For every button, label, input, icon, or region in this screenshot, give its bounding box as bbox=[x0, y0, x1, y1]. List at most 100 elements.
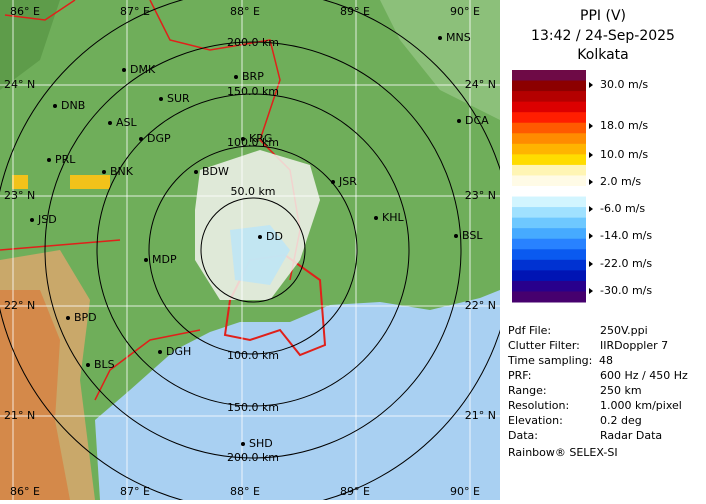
legend-swatch bbox=[512, 259, 586, 271]
info-value: 1.000 km/pixel bbox=[600, 399, 682, 412]
legend-swatch bbox=[512, 228, 586, 240]
range-label: 100.0 km bbox=[227, 349, 279, 362]
radar-echo-west bbox=[12, 175, 28, 189]
lon-label: 89° E bbox=[340, 485, 370, 498]
panel-title: PPI (V) bbox=[580, 8, 626, 24]
map: 86° E 87° E 88° E 89° E 90° E 86° E 87° E 88° E… bbox=[0, 0, 514, 504]
info-key: Time sampling: bbox=[507, 354, 592, 367]
legend-swatch bbox=[512, 249, 586, 261]
lat-label: 23° N bbox=[4, 189, 35, 202]
info-key: Data: bbox=[508, 429, 538, 442]
legend-tick bbox=[589, 179, 593, 185]
footer: Rainbow® SELEX-SI bbox=[508, 446, 618, 459]
legend-swatch bbox=[512, 91, 586, 103]
place-label: PRL bbox=[55, 153, 76, 166]
place-label: BLS bbox=[94, 358, 115, 371]
place-label: KHL bbox=[382, 211, 404, 224]
info-value: Radar Data bbox=[600, 429, 662, 442]
lat-label: 22° N bbox=[465, 299, 496, 312]
legend-swatch bbox=[512, 122, 586, 134]
place-dot bbox=[258, 235, 262, 239]
place-dot bbox=[66, 316, 70, 320]
lat-label: 23° N bbox=[465, 189, 496, 202]
place-dot bbox=[438, 36, 442, 40]
lon-label: 86° E bbox=[10, 485, 40, 498]
place-dot bbox=[86, 363, 90, 367]
sea bbox=[95, 290, 500, 500]
place-label: DGH bbox=[166, 345, 191, 358]
legend-tick bbox=[589, 288, 593, 294]
lat-label: 24° N bbox=[4, 78, 35, 91]
legend-swatch bbox=[512, 101, 586, 113]
panel-time: 13:42 / 24-Sep-2025 bbox=[531, 28, 675, 44]
info-key: PRF: bbox=[508, 369, 531, 382]
place-dot bbox=[30, 218, 34, 222]
lon-label: 88° E bbox=[230, 485, 260, 498]
range-ring bbox=[200, 197, 306, 303]
legend-label: -30.0 m/s bbox=[600, 284, 652, 297]
info-value: 600 Hz / 450 Hz bbox=[600, 369, 688, 382]
legend-label: 2.0 m/s bbox=[600, 175, 641, 188]
lat-label: 24° N bbox=[465, 78, 496, 91]
info-value: 250V.ppi bbox=[600, 324, 648, 337]
lat-label: 21° N bbox=[465, 409, 496, 422]
place-label: BRP bbox=[242, 70, 264, 83]
place-label: SHD bbox=[249, 437, 273, 450]
place-label: BSL bbox=[462, 229, 483, 242]
lon-label: 86° E bbox=[10, 5, 40, 18]
info-key: Pdf File: bbox=[508, 324, 551, 337]
legend-swatch bbox=[512, 196, 586, 208]
info-value: 250 km bbox=[600, 384, 642, 397]
legend-label: -14.0 m/s bbox=[600, 229, 652, 242]
legend-swatch bbox=[512, 133, 586, 145]
legend-swatch bbox=[512, 291, 586, 303]
legend-swatch bbox=[512, 175, 586, 187]
lon-label: 90° E bbox=[450, 485, 480, 498]
place-label: DMK bbox=[130, 63, 156, 76]
radar-echo-west bbox=[70, 175, 110, 189]
lat-label: 21° N bbox=[4, 409, 35, 422]
place-label: BNK bbox=[110, 165, 134, 178]
lon-label: 87° E bbox=[120, 5, 150, 18]
panel-site: Kolkata bbox=[577, 47, 628, 63]
info-value: IIRDoppler 7 bbox=[600, 339, 668, 352]
place-dot bbox=[139, 137, 143, 141]
legend-label: 30.0 m/s bbox=[600, 78, 648, 91]
range-ring bbox=[148, 145, 358, 355]
place-label: MDP bbox=[152, 253, 177, 266]
place-label: MNS bbox=[446, 31, 471, 44]
place-label: ASL bbox=[116, 116, 138, 129]
legend-label: -22.0 m/s bbox=[600, 257, 652, 270]
legend-swatch bbox=[512, 238, 586, 250]
place-label: JSD bbox=[37, 213, 57, 226]
place-dot bbox=[234, 75, 238, 79]
place-dot bbox=[331, 180, 335, 184]
lon-label: 89° E bbox=[340, 5, 370, 18]
place-label: DCA bbox=[465, 114, 489, 127]
legend-swatch bbox=[512, 217, 586, 229]
range-label: 100.0 km bbox=[227, 136, 279, 149]
place-dot bbox=[194, 170, 198, 174]
info-key: Resolution: bbox=[508, 399, 569, 412]
place-dot bbox=[159, 97, 163, 101]
range-label: 200.0 km bbox=[227, 36, 279, 49]
legend-swatch bbox=[512, 164, 586, 176]
legend-swatch bbox=[512, 186, 586, 198]
info-value: 0.2 deg bbox=[600, 414, 642, 427]
legend-label: 18.0 m/s bbox=[600, 119, 648, 132]
place-dot bbox=[158, 350, 162, 354]
place-label: BDW bbox=[202, 165, 229, 178]
legend-tick bbox=[589, 82, 593, 88]
place-label: DD bbox=[266, 230, 283, 243]
lat-label: 22° N bbox=[4, 299, 35, 312]
legend-swatch bbox=[512, 154, 586, 166]
place-dot bbox=[454, 234, 458, 238]
legend-swatch bbox=[512, 112, 586, 124]
legend-swatch bbox=[512, 280, 586, 292]
legend-tick bbox=[589, 261, 593, 267]
place-dot bbox=[122, 68, 126, 72]
borders bbox=[0, 0, 301, 401]
range-ring bbox=[96, 93, 410, 407]
place-label: BPD bbox=[74, 311, 97, 324]
